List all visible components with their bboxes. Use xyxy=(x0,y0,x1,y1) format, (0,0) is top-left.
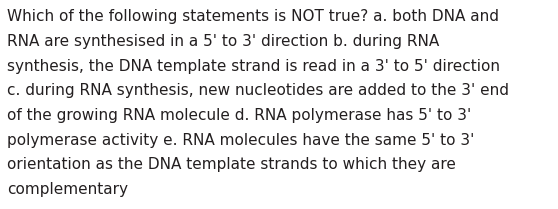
Text: synthesis, the DNA template strand is read in a 3' to 5' direction: synthesis, the DNA template strand is re… xyxy=(7,59,501,74)
Text: Which of the following statements is NOT true? a. both DNA and: Which of the following statements is NOT… xyxy=(7,9,499,24)
Text: polymerase activity e. RNA molecules have the same 5' to 3': polymerase activity e. RNA molecules hav… xyxy=(7,133,475,148)
Text: orientation as the DNA template strands to which they are: orientation as the DNA template strands … xyxy=(7,157,456,172)
Text: of the growing RNA molecule d. RNA polymerase has 5' to 3': of the growing RNA molecule d. RNA polym… xyxy=(7,108,472,123)
Text: complementary: complementary xyxy=(7,182,128,197)
Text: c. during RNA synthesis, new nucleotides are added to the 3' end: c. during RNA synthesis, new nucleotides… xyxy=(7,83,509,98)
Text: RNA are synthesised in a 5' to 3' direction b. during RNA: RNA are synthesised in a 5' to 3' direct… xyxy=(7,34,440,49)
